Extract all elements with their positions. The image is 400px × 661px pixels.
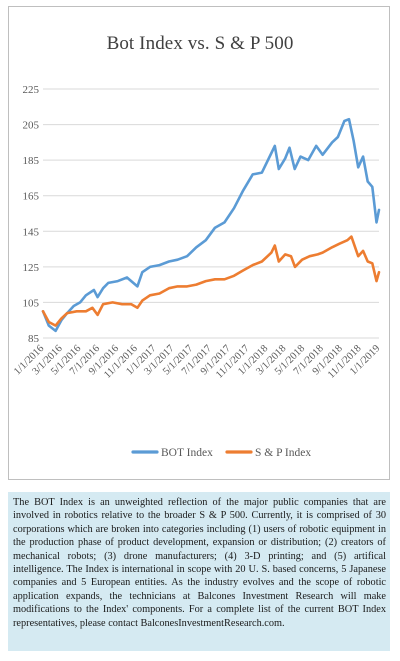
chart-card: Bot Index vs. S & P 500 85 105 125 145 165 18… <box>8 6 390 480</box>
y-tick-label: 165 <box>23 191 40 203</box>
y-tick-label: 105 <box>23 297 40 309</box>
y-tick-label: 145 <box>23 226 40 238</box>
legend-label: BOT Index <box>161 447 213 459</box>
y-tick-label: 225 <box>23 84 40 96</box>
y-axis-ticks: 85 105 125 145 165 185 205 225 <box>23 84 40 345</box>
chart-title: Bot Index vs. S & P 500 <box>106 33 294 54</box>
series-lines <box>41 117 381 333</box>
series-line-bot-index <box>41 117 381 333</box>
series-line-sp-index <box>41 235 381 327</box>
legend: BOT Index S & P Index <box>131 447 311 459</box>
y-tick-label: 85 <box>28 333 40 345</box>
y-tick-label: 125 <box>23 262 40 274</box>
x-axis-ticks: 1/1/20163/1/20165/1/20167/1/20169/1/2016… <box>12 343 382 381</box>
y-tick-label: 185 <box>23 155 40 167</box>
line-chart: 85 105 125 145 165 185 205 225 1/1/20163/1/2016… <box>12 84 382 459</box>
caption-text: The BOT Index is an unweighted reflectio… <box>8 492 390 651</box>
gridlines <box>43 88 379 339</box>
legend-label: S & P Index <box>255 447 311 459</box>
y-tick-label: 205 <box>23 120 40 132</box>
